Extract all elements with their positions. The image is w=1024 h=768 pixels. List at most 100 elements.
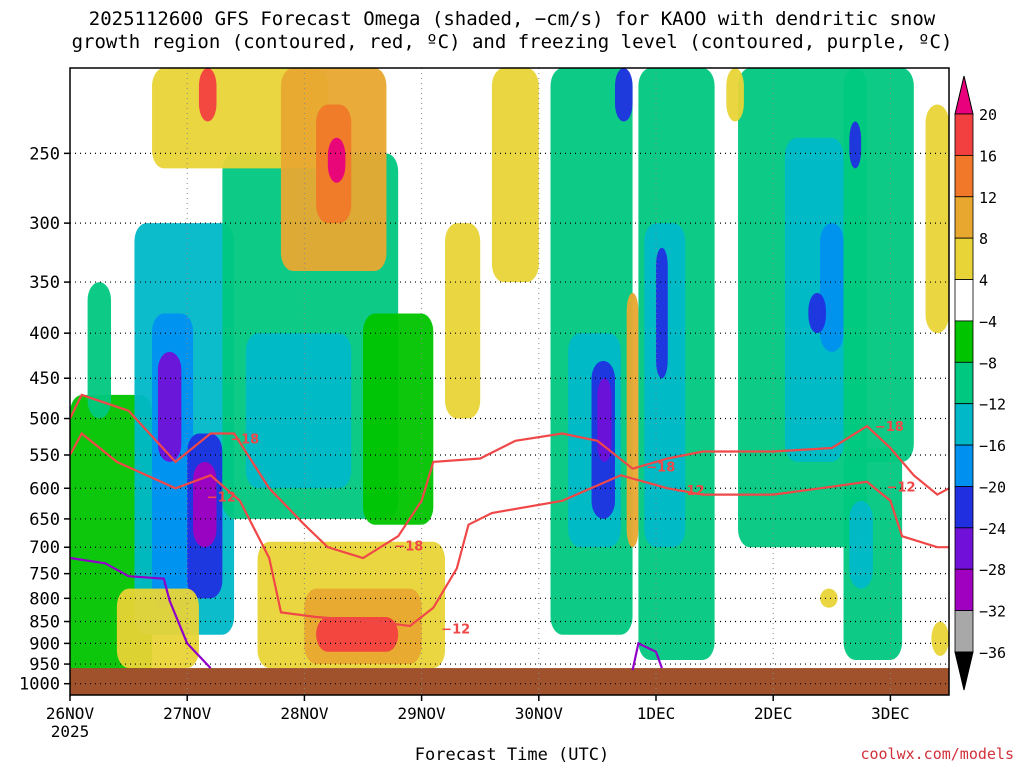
y-tick-label: 900 <box>29 634 60 654</box>
colorbar-segment <box>954 279 974 322</box>
colorbar: 20 16 12 8 4 −4 −8 −12 −16 −20 −24 −28 −32 −36 <box>954 75 1006 691</box>
colorbar-label: 8 <box>979 230 988 248</box>
y-tick-label: 650 <box>29 510 60 530</box>
x-tick-label: 28NOV <box>280 704 329 723</box>
contour-label: −12 <box>676 484 705 499</box>
y-tick-label: 1000 <box>19 675 60 695</box>
omega-cell <box>849 121 862 169</box>
y-tick-label: 350 <box>29 273 60 293</box>
colorbar-segment <box>954 113 974 156</box>
omega-cell <box>327 137 346 183</box>
omega-cell <box>597 378 612 462</box>
contour-label: −18 <box>230 433 259 448</box>
x-tick-label: 30NOV <box>515 704 564 723</box>
colorbar-segment <box>954 237 974 280</box>
colorbar-segment <box>954 361 974 405</box>
colorbar-label: −20 <box>979 478 1006 496</box>
colorbar-label: 12 <box>979 189 997 207</box>
credit-link[interactable]: coolwx.com/models <box>860 745 1014 763</box>
x-tick-label: 29NOV <box>398 704 447 723</box>
colorbar-label: −32 <box>979 603 1006 621</box>
colorbar-segment <box>954 196 974 239</box>
colorbar-segment <box>954 320 974 363</box>
omega-cell <box>726 68 744 122</box>
omega-cell <box>363 313 434 525</box>
chart-title: 2025112600 GFS Forecast Omega (shaded, −… <box>0 8 1024 54</box>
y-tick-label: 600 <box>29 479 60 499</box>
omega-cell <box>656 247 668 379</box>
contour-label: −12 <box>441 623 470 638</box>
colorbar-segment <box>954 527 974 570</box>
colorbar-label: −28 <box>979 561 1006 579</box>
contour-line <box>70 393 949 560</box>
omega-cell <box>316 616 399 652</box>
contour-label: −12 <box>207 490 236 505</box>
x-axis-label: Forecast Time (UTC) <box>414 745 610 765</box>
shading-layer <box>70 68 949 695</box>
y-tick-label: 250 <box>29 144 60 164</box>
contour-label: −18 <box>875 420 904 435</box>
x-tick-label: 1DEC <box>637 704 676 723</box>
y-tick-label: 750 <box>29 565 60 585</box>
chart-title-line-1: 2025112600 GFS Forecast Omega (shaded, −… <box>88 8 936 30</box>
colorbar-label: −16 <box>979 437 1006 455</box>
x-tick-label: 3DEC <box>871 704 910 723</box>
contour-line <box>70 556 212 669</box>
omega-cell <box>843 68 914 462</box>
colorbar-top-arrow <box>954 75 974 115</box>
colorbar-bottom-arrow <box>954 651 974 691</box>
contour-line <box>70 431 949 628</box>
omega-cell <box>931 621 949 656</box>
contour-label: −18 <box>646 461 675 476</box>
y-tick-label: 400 <box>29 324 60 344</box>
omega-cell <box>198 68 217 122</box>
colorbar-segment <box>954 154 974 198</box>
omega-cell <box>87 282 112 419</box>
omega-cell <box>820 223 844 352</box>
colorbar-label: 20 <box>979 106 997 124</box>
colorbar-label: −12 <box>979 396 1006 414</box>
colorbar-label: −8 <box>979 354 997 372</box>
y-tick-label: 300 <box>29 214 60 234</box>
x-tick-label: 2DEC <box>754 704 793 723</box>
y-tick-label: 700 <box>29 538 60 558</box>
y-tick-label: 500 <box>29 410 60 430</box>
plot-frame <box>69 67 950 696</box>
omega-cell <box>614 68 633 122</box>
omega-cell <box>491 68 539 283</box>
colorbar-segment <box>954 486 974 529</box>
colorbar-segment <box>954 568 974 612</box>
ground-layer <box>70 668 949 695</box>
y-tick-label: 850 <box>29 613 60 633</box>
omega-cell <box>808 292 826 334</box>
colorbar-segment <box>954 610 974 653</box>
omega-cell <box>445 223 481 419</box>
omega-cell <box>626 292 639 548</box>
contour-label: −18 <box>394 540 423 555</box>
colorbar-label: −4 <box>979 313 997 331</box>
contour-line <box>631 641 663 671</box>
contour-label: −12 <box>887 480 916 495</box>
y-tick-label: 550 <box>29 446 60 466</box>
colorbar-label: 16 <box>979 147 997 165</box>
omega-cell <box>157 351 182 462</box>
y-tick-label: 800 <box>29 589 60 609</box>
colorbar-label: −36 <box>979 644 1006 662</box>
chart-title-line-2: growth region (contoured, red, ºC) and f… <box>71 31 953 53</box>
omega-cell <box>193 461 217 548</box>
omega-cell <box>849 500 873 589</box>
colorbar-label: 4 <box>979 272 988 290</box>
y-tick-label: 450 <box>29 369 60 389</box>
colorbar-label: −24 <box>979 520 1006 538</box>
omega-cell <box>245 333 352 489</box>
omega-cell <box>116 588 199 669</box>
omega-cell <box>925 104 949 334</box>
colorbar-segment <box>954 444 974 487</box>
x-year-label: 2025 <box>51 722 90 741</box>
omega-cell <box>820 588 838 608</box>
colorbar-segment <box>954 403 974 446</box>
omega-cell <box>644 223 686 548</box>
x-tick-label: 27NOV <box>163 704 212 723</box>
y-tick-label: 950 <box>29 655 60 675</box>
